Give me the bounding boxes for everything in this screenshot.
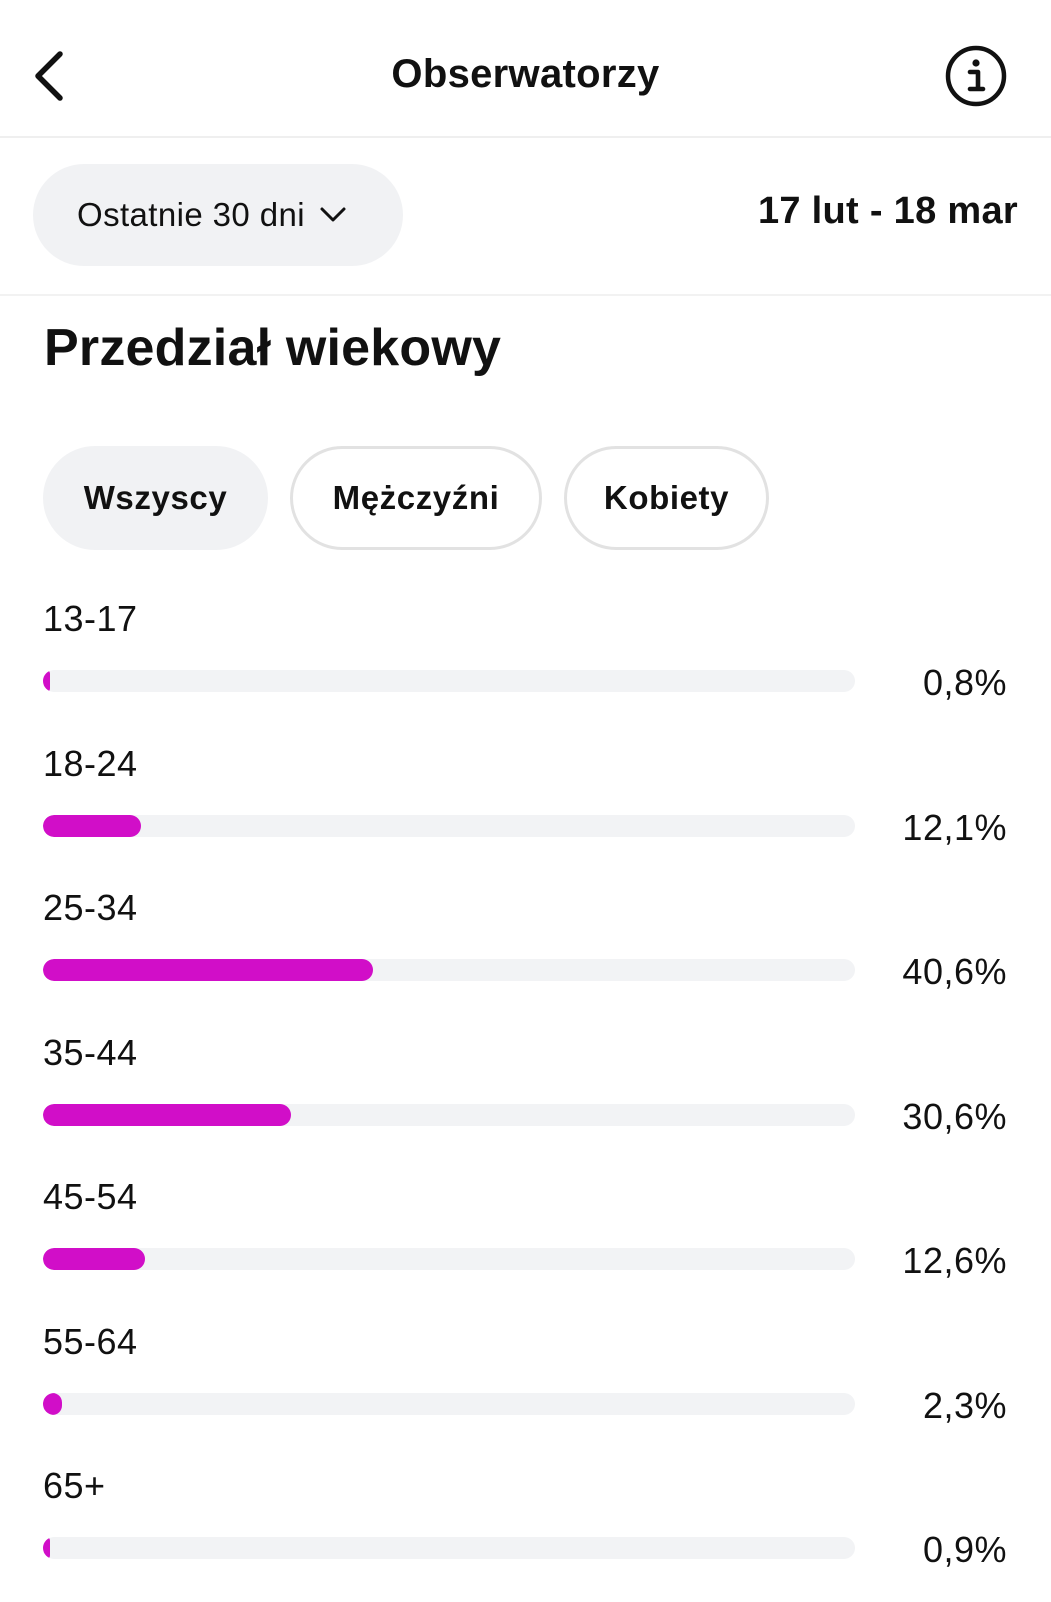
period-dropdown-label: Ostatnie 30 dni — [77, 196, 305, 233]
percent-value: 40,6% — [902, 951, 1007, 992]
progress-fill — [43, 814, 142, 837]
progress-fill — [43, 1103, 292, 1126]
date-range-text: 17 lut - 18 mar — [757, 190, 1018, 232]
age-label: 55-64 — [43, 1320, 138, 1362]
progress-fill — [43, 1248, 146, 1270]
page-title: Obserwatorzy — [391, 52, 660, 96]
back-button[interactable] — [18, 40, 78, 112]
filter-all-chip[interactable]: Wszyscy — [43, 446, 268, 550]
percent-value: 12,1% — [902, 806, 1007, 848]
progress-track — [43, 1537, 855, 1559]
progress-track — [43, 1103, 855, 1126]
progress-fill — [43, 959, 373, 981]
chevron-left-icon — [35, 51, 63, 101]
progress-fill — [43, 1537, 51, 1559]
percent-value: 30,6% — [902, 1095, 1007, 1137]
section-title: Przedział wiekowy — [44, 319, 502, 377]
filter-women-chip[interactable]: Kobiety — [564, 446, 769, 550]
age-label: 35-44 — [43, 1031, 138, 1073]
age-label: 18-24 — [43, 742, 138, 784]
age-label: 13-17 — [43, 598, 138, 639]
age-row: 13-17 0,8% — [0, 590, 1051, 735]
percent-value: 0,8% — [922, 662, 1007, 703]
age-row: 45-54 12,6% — [0, 1168, 1051, 1313]
progress-track — [43, 959, 855, 981]
progress-fill — [43, 670, 50, 692]
period-dropdown[interactable]: Ostatnie 30 dni — [33, 164, 403, 266]
progress-track — [43, 1248, 855, 1270]
percent-value: 2,3% — [922, 1384, 1007, 1426]
age-row: 18-24 12,1% — [0, 735, 1051, 880]
age-row: 35-44 30,6% — [0, 1024, 1051, 1169]
filter-men-chip[interactable]: Mężczyźni — [290, 446, 542, 550]
gender-filter-group: Wszyscy Mężczyźni Kobiety — [43, 446, 769, 550]
progress-track — [43, 814, 855, 837]
percent-value: 0,9% — [922, 1529, 1007, 1570]
age-label: 45-54 — [43, 1176, 138, 1217]
info-button[interactable] — [944, 44, 1008, 108]
age-row: 55-64 2,3% — [0, 1313, 1051, 1458]
age-row: 25-34 40,6% — [0, 879, 1051, 1024]
date-range-bar: Ostatnie 30 dni 17 lut - 18 mar — [0, 138, 1051, 296]
top-bar: Obserwatorzy — [0, 0, 1051, 138]
age-label: 65+ — [43, 1465, 106, 1506]
info-circle-icon — [945, 45, 1007, 107]
chevron-down-icon — [319, 206, 347, 224]
progress-track — [43, 1392, 855, 1415]
age-label: 25-34 — [43, 887, 138, 928]
progress-track — [43, 670, 855, 692]
percent-value: 12,6% — [902, 1240, 1007, 1281]
age-range-list: 13-17 0,8% 18-24 12,1% 25-34 40,6% 35-44… — [0, 590, 1051, 1602]
age-row: 65+ 0,9% — [0, 1457, 1051, 1602]
progress-fill — [43, 1392, 62, 1415]
